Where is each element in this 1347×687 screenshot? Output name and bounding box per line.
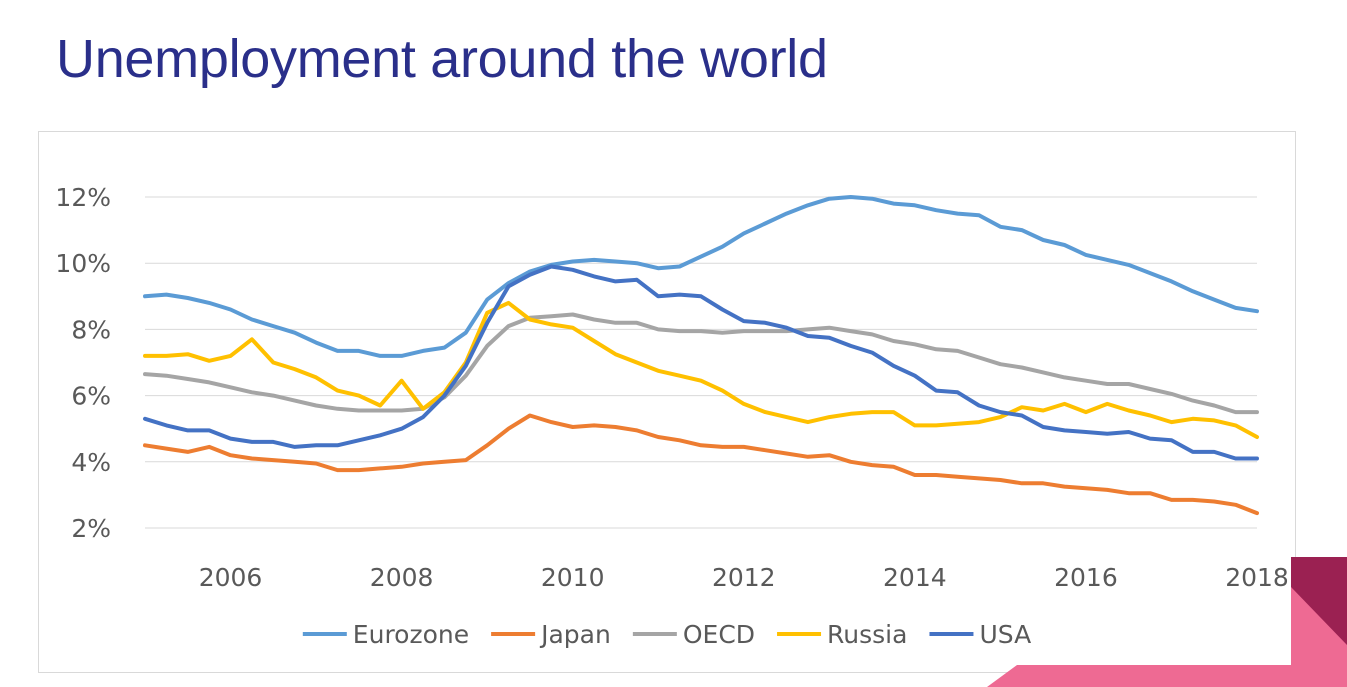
legend-item-oecd: OECD	[632, 620, 755, 649]
y-axis-tick-labels: 2% 4% 6% 8% 10% 12%	[55, 183, 111, 543]
x-tick-label: 2018	[1225, 563, 1289, 592]
series-lines	[143, 195, 1259, 516]
x-tick-label: 2012	[712, 563, 776, 592]
x-tick-label: 2010	[541, 563, 605, 592]
decor-shape-dark	[1291, 557, 1347, 687]
legend-label: Japan	[539, 620, 611, 649]
x-tick-label: 2006	[199, 563, 263, 592]
x-tick-label: 2008	[370, 563, 434, 592]
x-tick-label: 2014	[883, 563, 947, 592]
x-tick-label: 2016	[1054, 563, 1118, 592]
legend-item-japan: Japan	[491, 620, 611, 649]
legend-item-russia: Russia	[777, 620, 907, 649]
legend-item-eurozone: Eurozone	[302, 620, 469, 649]
legend: Eurozone Japan OECD Russia USA	[302, 620, 1031, 649]
legend-item-usa: USA	[929, 620, 1031, 649]
slide-title: Unemployment around the world	[56, 29, 828, 89]
legend-label: USA	[979, 620, 1031, 649]
legend-label: Russia	[827, 620, 907, 649]
series-line-usa	[143, 264, 1259, 461]
series-line-russia	[143, 300, 1259, 439]
x-axis-tick-labels: 2006 2008 2010 2012 2014 2016 2018	[199, 563, 1289, 592]
y-tick-label: 4%	[71, 448, 111, 477]
series-line-oecd	[143, 312, 1259, 415]
gridlines	[145, 196, 1257, 529]
y-tick-label: 10%	[55, 249, 111, 278]
series-line-japan	[143, 413, 1259, 516]
y-tick-label: 8%	[71, 315, 111, 344]
chart-area: 2% 4% 6% 8% 10% 12% 2006 2008 2010 2012 2014 2016 2…	[38, 131, 1296, 673]
y-tick-label: 6%	[71, 382, 111, 411]
legend-label: OECD	[683, 620, 755, 649]
line-chart: 2%4%6%8%10%12% 2006 2008 2010 2012 2014 2016 2…	[55, 183, 1289, 649]
legend-label: Eurozone	[353, 620, 469, 649]
y-tick-label: 12%	[55, 183, 111, 212]
y-tick-label: 2%	[71, 514, 111, 543]
series-line-eurozone	[143, 195, 1259, 358]
